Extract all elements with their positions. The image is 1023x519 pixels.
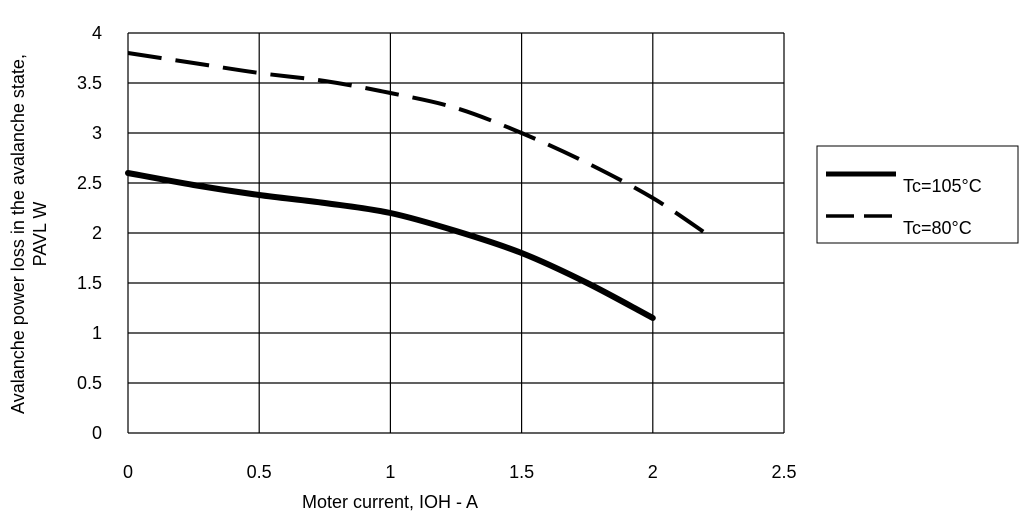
y-tick-label: 4	[92, 23, 102, 43]
x-tick-label: 1	[385, 462, 395, 482]
x-tick-label: 1.5	[509, 462, 534, 482]
tick-labels: 0 0.5 1 1.5 2 2.5 3 3.5 4 0 0.5 1 1.5 2 2.5	[77, 23, 797, 482]
series-line-tc105	[125, 170, 656, 321]
x-axis-title: Moter current, IOH - A	[302, 492, 478, 512]
y-tick-label: 0	[92, 423, 102, 443]
legend-box	[816, 145, 1019, 244]
series-layer	[125, 51, 707, 321]
x-tick-label: 0.5	[247, 462, 272, 482]
series-line-tc80	[127, 51, 707, 235]
y-tick-label: 1	[92, 323, 102, 343]
x-tick-label: 0	[123, 462, 133, 482]
y-tick-label: 2	[92, 223, 102, 243]
legend: Tc=105°C Tc=80°C	[816, 145, 1019, 244]
x-tick-label: 2.5	[771, 462, 796, 482]
y-tick-label: 3	[92, 123, 102, 143]
y-axis-title-line2: PAVL W	[30, 202, 50, 267]
y-axis-title-line1: Avalanche power loss in the avalanche st…	[8, 54, 28, 414]
y-tick-label: 2.5	[77, 173, 102, 193]
legend-label-80: Tc=80°C	[903, 218, 972, 238]
y-tick-label: 1.5	[77, 273, 102, 293]
x-tick-label: 2	[648, 462, 658, 482]
y-tick-label: 3.5	[77, 73, 102, 93]
y-tick-label: 0.5	[77, 373, 102, 393]
legend-label-105: Tc=105°C	[903, 176, 982, 196]
